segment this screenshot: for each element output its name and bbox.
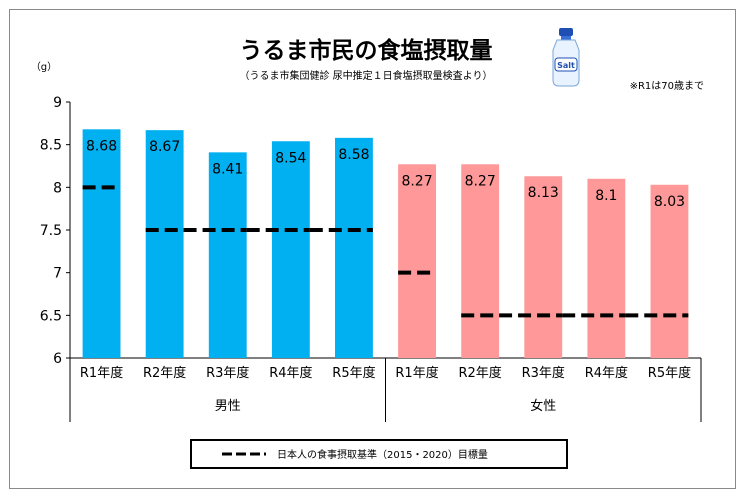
- bar: [398, 164, 436, 358]
- x-tick-label: R2年度: [143, 365, 186, 381]
- y-tick-label: 6.5: [40, 308, 62, 324]
- data-label: 8.27: [465, 173, 496, 189]
- bar: [208, 152, 247, 358]
- x-tick-label: R4年度: [269, 365, 312, 381]
- x-group-label: 女性: [530, 398, 556, 414]
- data-label: 8.68: [86, 138, 117, 154]
- bar: [271, 141, 310, 358]
- data-label: 8.13: [528, 185, 559, 201]
- chart-subtitle: （うるま市集団健診 尿中推定１日食塩摂取量検査より）: [240, 69, 493, 82]
- legend-label: 日本人の食事摂取基準（2015・2020）目標量: [277, 448, 488, 461]
- chart: うるま市民の食塩摂取量 （うるま市集団健診 尿中推定１日食塩摂取量検査より） ※…: [31, 28, 704, 469]
- salt-shaker-icon: Salt: [552, 28, 580, 87]
- x-tick-label: R1年度: [395, 365, 438, 381]
- bar: [461, 164, 500, 358]
- y-axis-unit: （g）: [31, 61, 57, 73]
- y-tick-label: 8: [53, 180, 62, 196]
- x-tick-label: R5年度: [332, 365, 375, 381]
- chart-title: うるま市民の食塩摂取量: [240, 37, 493, 64]
- bar: [145, 130, 184, 358]
- bar: [650, 184, 689, 358]
- data-label: 8.67: [149, 139, 180, 155]
- legend: 日本人の食事摂取基準（2015・2020）目標量: [190, 439, 568, 469]
- x-group-label: 男性: [215, 399, 241, 414]
- y-tick-label: 6: [53, 351, 62, 367]
- data-label: 8.27: [401, 173, 432, 189]
- x-tick-label: R3年度: [522, 365, 565, 381]
- chart-frame: うるま市民の食塩摂取量 （うるま市集団健診 尿中推定１日食塩摂取量検査より） ※…: [9, 9, 736, 489]
- x-tick-label: R4年度: [585, 365, 628, 381]
- data-labels: 8.68 8.67 8.41 8.54 8.58 8.27 8.27 8.13 8.1 8.03: [86, 138, 685, 209]
- x-tick-label: R3年度: [206, 365, 249, 381]
- chart-bars: [82, 129, 689, 358]
- chart-note: ※R1は70歳まで: [630, 80, 704, 92]
- bar: [335, 137, 373, 358]
- salt-shaker-label: Salt: [557, 61, 575, 70]
- y-tick-label: 8.5: [40, 138, 62, 154]
- bar: [82, 129, 121, 358]
- x-tick-label: R2年度: [458, 365, 501, 381]
- bar: [587, 178, 626, 358]
- y-tick-label: 7: [53, 266, 62, 282]
- bar: [524, 176, 563, 358]
- data-label: 8.54: [275, 150, 306, 166]
- data-label: 8.03: [654, 194, 685, 210]
- target-lines: [82, 185, 689, 318]
- data-label: 8.58: [338, 147, 369, 163]
- y-tick-label: 9: [53, 95, 62, 111]
- x-tick-label: R1年度: [80, 365, 123, 381]
- data-label: 8.1: [595, 188, 617, 204]
- y-tick-label: 7.5: [40, 223, 62, 239]
- x-tick-label: R5年度: [648, 365, 691, 381]
- data-label: 8.41: [212, 161, 243, 177]
